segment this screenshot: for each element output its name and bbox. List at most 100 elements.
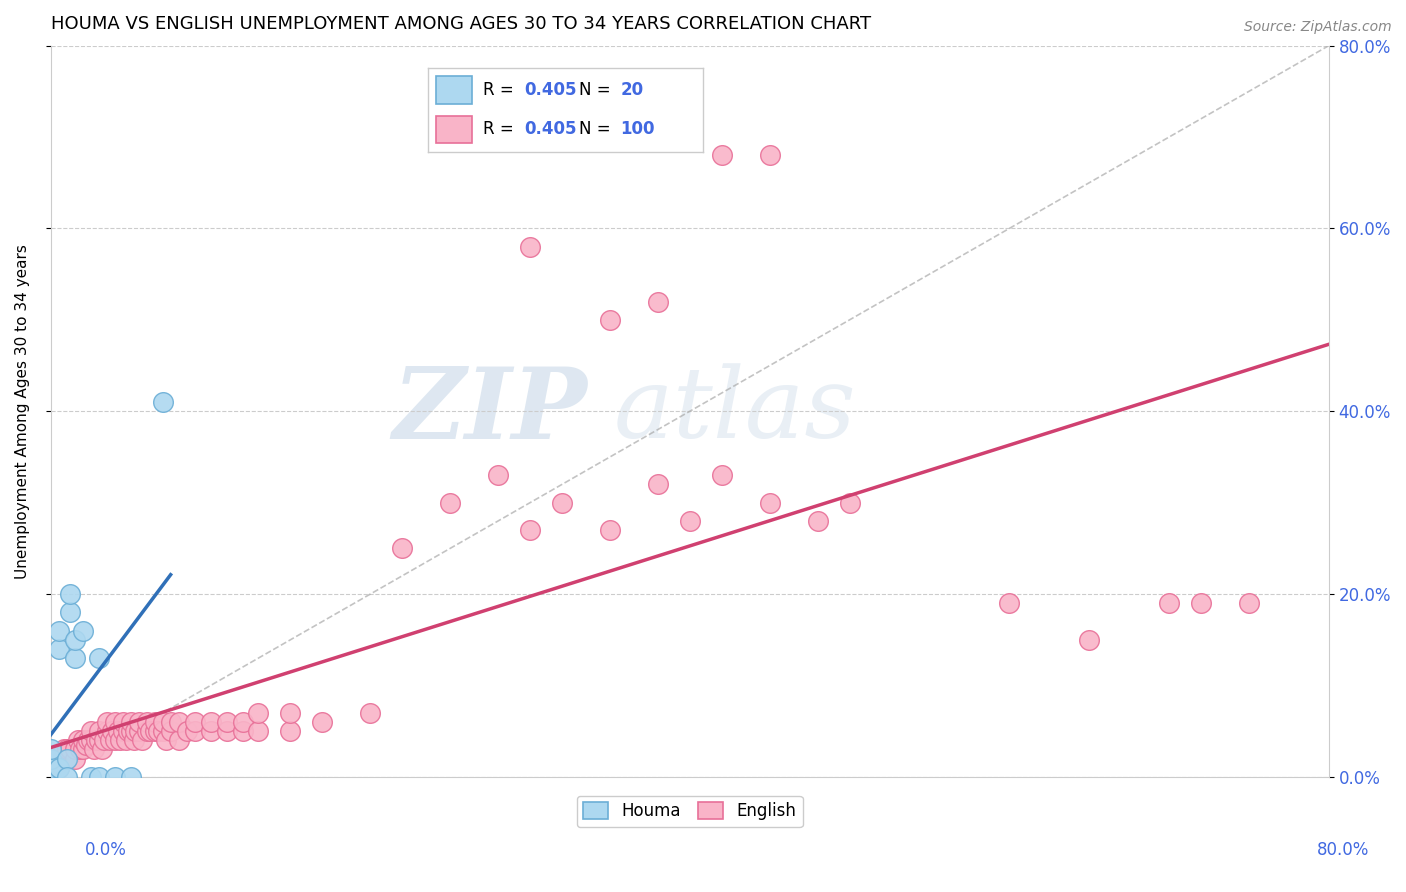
Point [710,148,733,162]
Point [200,714,222,729]
Point [98,733,121,747]
Point [39,770,62,784]
Point [56,770,79,784]
Point [80,770,103,784]
Text: 80.0%: 80.0% [1316,840,1369,858]
Point [280,724,302,739]
Point [231,724,253,739]
Point [128,714,150,729]
Point [486,468,509,483]
Point [39,770,62,784]
Point [56,751,79,765]
Point [710,468,733,483]
Point [56,742,79,756]
Point [215,714,238,729]
Point [66,733,89,747]
Point [48,761,70,775]
Point [115,733,138,747]
Point [280,706,302,720]
Point [72,624,94,638]
Point [84,733,107,747]
Point [87,651,110,665]
Point [159,714,181,729]
Point [167,733,190,747]
Point [69,742,91,756]
Point [117,724,139,739]
Point [52,742,75,756]
Point [120,714,142,729]
Point [104,714,127,729]
Point [359,706,381,720]
Point [998,596,1021,610]
Point [87,733,110,747]
Point [87,724,110,739]
Text: 0.0%: 0.0% [84,840,127,858]
Point [152,714,174,729]
Point [231,714,253,729]
Point [104,770,127,784]
Point [200,724,222,739]
Point [76,733,98,747]
Point [599,313,621,327]
Point [59,587,82,601]
Text: atlas: atlas [613,364,856,458]
Point [215,724,238,739]
Point [1237,596,1260,610]
Point [48,761,70,775]
Point [51,751,73,765]
Point [100,724,122,739]
Point [48,641,70,656]
Point [439,496,461,510]
Point [247,706,270,720]
Point [63,742,86,756]
Point [96,714,118,729]
Point [183,714,205,729]
Point [48,624,70,638]
Point [139,724,162,739]
Point [311,714,333,729]
Point [59,605,82,619]
Point [39,751,62,765]
Point [135,714,157,729]
Point [152,724,174,739]
Point [167,714,190,729]
Point [108,733,131,747]
Point [75,738,97,752]
Point [63,751,86,765]
Point [80,733,103,747]
Point [120,724,142,739]
Y-axis label: Unemployment Among Ages 30 to 34 years: Unemployment Among Ages 30 to 34 years [15,244,30,579]
Point [91,742,114,756]
Point [48,751,70,765]
Point [758,148,780,162]
Point [155,733,177,747]
Point [1078,632,1101,647]
Point [519,523,541,537]
Point [143,724,166,739]
Point [551,496,574,510]
Point [131,733,153,747]
Point [679,514,702,528]
Point [122,733,145,747]
Point [128,724,150,739]
Point [96,724,118,739]
Text: HOUMA VS ENGLISH UNEMPLOYMENT AMONG AGES 30 TO 34 YEARS CORRELATION CHART: HOUMA VS ENGLISH UNEMPLOYMENT AMONG AGES… [51,15,870,33]
Point [93,733,115,747]
Point [83,742,105,756]
Point [159,724,181,739]
Point [1157,596,1180,610]
Point [391,541,413,556]
Point [39,761,62,775]
Point [63,651,86,665]
Point [39,761,62,775]
Legend: Houma, English: Houma, English [576,796,803,827]
Point [807,514,830,528]
Point [135,724,157,739]
Point [80,724,103,739]
Point [647,477,669,491]
Point [59,742,82,756]
Point [39,751,62,765]
Point [39,761,62,775]
Point [247,724,270,739]
Point [111,724,134,739]
